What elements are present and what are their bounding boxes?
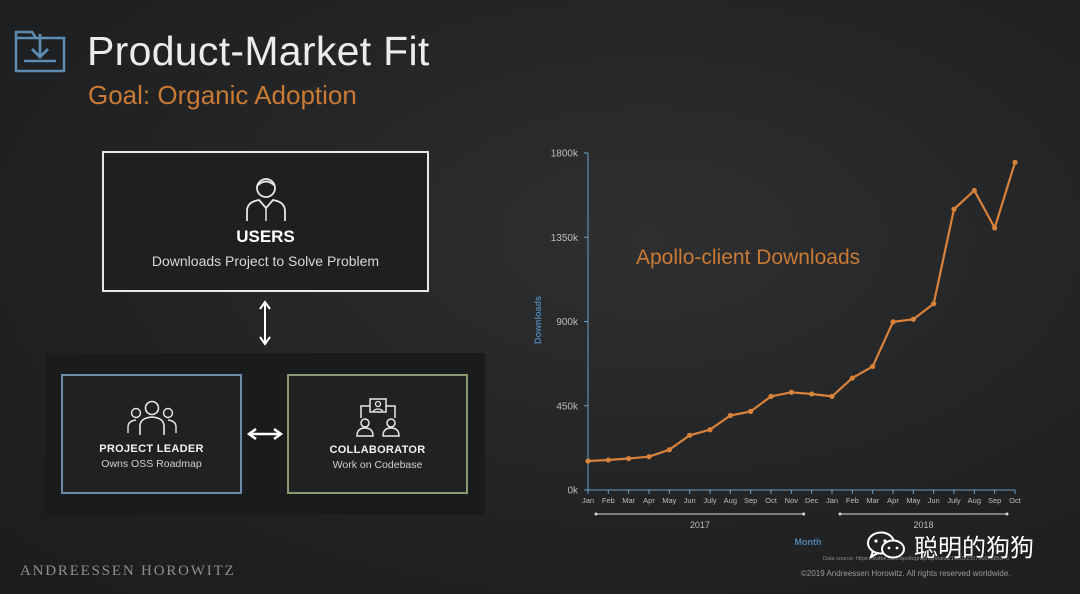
series-points bbox=[585, 159, 1018, 464]
chart-annotation: Apollo-client Downloads bbox=[636, 246, 860, 269]
data-point bbox=[585, 458, 591, 464]
data-point bbox=[849, 375, 855, 381]
data-point bbox=[931, 301, 937, 307]
data-point bbox=[829, 393, 835, 399]
data-point bbox=[666, 447, 672, 453]
year-groups: 2017 2018 bbox=[594, 512, 1009, 530]
x-tick-label: Nov bbox=[785, 496, 799, 505]
x-tick-label: Aug bbox=[968, 496, 981, 505]
y-axis-label: Downloads bbox=[533, 296, 543, 344]
collaborator-title: COLLABORATOR bbox=[329, 443, 426, 456]
data-point bbox=[748, 408, 754, 414]
project-leader-description: Owns OSS Roadmap bbox=[101, 457, 202, 470]
x-tick-label: Feb bbox=[602, 496, 615, 505]
x-axis-ticks: Jan Feb Mar Apr May Jun July Aug Sep Oct Nov Dec Jan… bbox=[582, 490, 1022, 505]
users-box: USERS Downloads Project to Solve Problem bbox=[102, 151, 429, 292]
data-point bbox=[768, 393, 774, 399]
x-tick-label: Apr bbox=[887, 496, 899, 505]
project-leader-title: PROJECT LEADER bbox=[99, 442, 204, 455]
x-tick-label: Oct bbox=[765, 496, 778, 505]
y-tick-label: 1800k bbox=[551, 149, 579, 160]
watermark: 聪明的狗狗 bbox=[866, 528, 1034, 563]
x-tick-label: Jun bbox=[928, 496, 940, 505]
team-leader-icon bbox=[126, 400, 177, 435]
data-point bbox=[910, 316, 916, 322]
data-source-note: Data source: https://twitter.com/apollog… bbox=[823, 556, 1009, 562]
data-point bbox=[992, 225, 998, 231]
series-line bbox=[587, 162, 1017, 463]
x-tick-label: Mar bbox=[622, 496, 635, 505]
y-tick-label: 0k bbox=[567, 486, 579, 497]
x-tick-label: July bbox=[947, 496, 961, 505]
x-tick-label: Mar bbox=[866, 496, 879, 505]
data-point bbox=[646, 454, 652, 460]
collaborator-box: COLLABORATOR Work on Codebase bbox=[287, 374, 468, 494]
year-label: 2018 bbox=[913, 520, 933, 530]
year-bracket-end bbox=[802, 512, 806, 516]
data-point bbox=[727, 412, 733, 419]
data-point bbox=[626, 455, 632, 462]
data-point bbox=[971, 187, 977, 194]
x-tick-label: Sep bbox=[744, 496, 757, 505]
x-tick-label: Oct bbox=[1009, 496, 1022, 505]
data-point bbox=[809, 391, 815, 397]
year-bracket-end bbox=[838, 512, 842, 516]
x-tick-label: Sep bbox=[988, 496, 1001, 505]
y-tick-label: 900k bbox=[556, 317, 579, 328]
brand-logo-text: ANDREESSEN HOROWITZ bbox=[20, 563, 236, 579]
user-icon bbox=[245, 177, 286, 221]
data-point bbox=[687, 432, 693, 438]
collaboration-icon bbox=[355, 397, 400, 437]
data-point bbox=[788, 389, 794, 395]
data-point bbox=[951, 206, 957, 212]
data-point bbox=[1012, 159, 1018, 165]
page-title: Product-Market Fit bbox=[87, 28, 430, 74]
double-arrow-horizontal-icon bbox=[246, 427, 284, 441]
x-axis-label: Month bbox=[795, 537, 822, 547]
copyright-note: ©2019 Andreessen Horowitz. All rights re… bbox=[801, 569, 1011, 578]
wechat-icon bbox=[867, 531, 905, 559]
users-title: USERS bbox=[236, 226, 295, 246]
x-tick-label: Dec bbox=[805, 496, 819, 505]
x-tick-label: Apr bbox=[643, 496, 655, 505]
data-point bbox=[870, 363, 876, 370]
year-bracket-end bbox=[594, 512, 598, 516]
x-tick-label: May bbox=[662, 496, 676, 505]
double-arrow-vertical-icon bbox=[259, 300, 271, 346]
download-folder-icon bbox=[14, 30, 66, 73]
data-point bbox=[890, 319, 896, 325]
x-tick-label: Jan bbox=[826, 496, 838, 505]
data-point bbox=[707, 427, 713, 433]
year-label: 2017 bbox=[690, 520, 710, 530]
data-point bbox=[605, 457, 611, 463]
y-tick-label: 1350k bbox=[551, 233, 579, 244]
x-tick-label: Feb bbox=[846, 496, 859, 505]
x-tick-label: May bbox=[906, 496, 920, 505]
collaborator-description: Work on Codebase bbox=[332, 458, 423, 471]
users-description: Downloads Project to Solve Problem bbox=[151, 252, 380, 269]
page-subtitle: Goal: Organic Adoption bbox=[88, 80, 357, 110]
year-bracket-end bbox=[1005, 512, 1009, 516]
y-tick-label: 450k bbox=[556, 401, 579, 412]
x-tick-label: Jan bbox=[582, 496, 594, 505]
watermark-text: 聪明的狗狗 bbox=[914, 534, 1034, 562]
x-tick-label: Jun bbox=[684, 496, 696, 505]
project-leader-box: PROJECT LEADER Owns OSS Roadmap bbox=[61, 374, 242, 494]
x-tick-label: July bbox=[703, 496, 717, 505]
chart-axes bbox=[587, 153, 1015, 491]
x-tick-label: Aug bbox=[724, 496, 737, 505]
y-axis-ticks: 0k 450k 900k 1350k 1800k bbox=[551, 149, 588, 497]
